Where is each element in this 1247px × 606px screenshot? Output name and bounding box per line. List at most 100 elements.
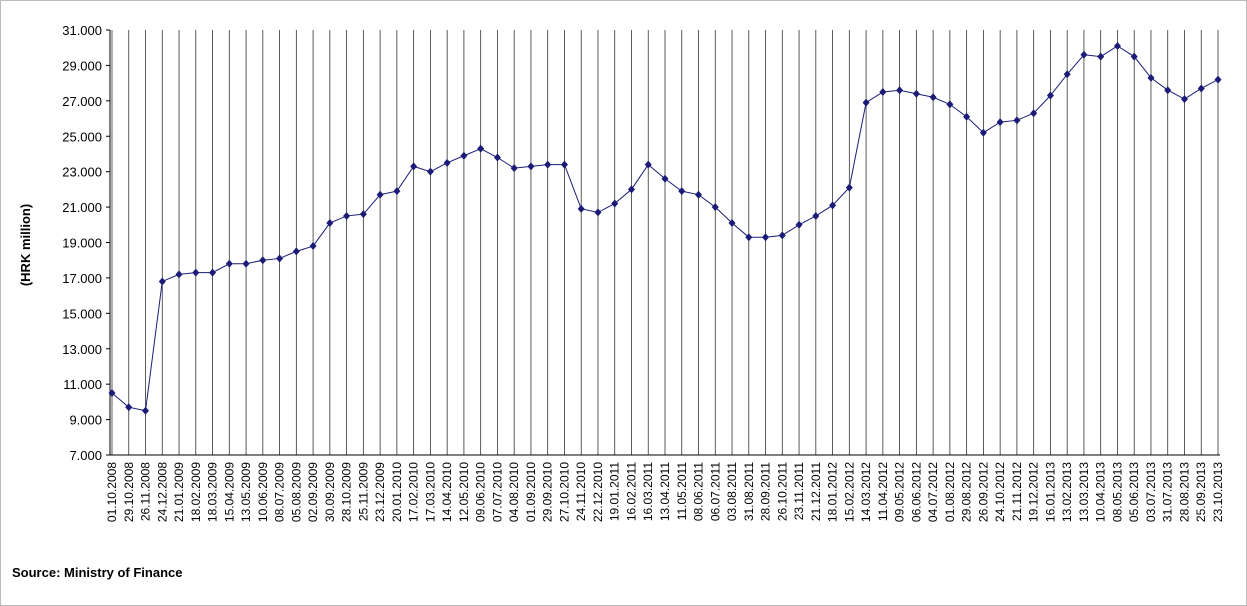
- data-point: [443, 158, 451, 167]
- data-point: [946, 100, 954, 109]
- x-tick-label: 23.12.2009: [373, 462, 387, 522]
- y-tick-label: 31.000: [62, 23, 102, 38]
- x-tick-label: 23.10.2013: [1211, 462, 1225, 522]
- data-point: [560, 160, 568, 169]
- x-tick-label: 03.08.2011: [725, 462, 739, 521]
- data-point: [661, 174, 669, 183]
- y-tick-label: 11.000: [63, 377, 102, 392]
- x-tick-label: 08.05.2013: [1110, 462, 1124, 522]
- y-tick-label: 17.000: [62, 271, 102, 286]
- data-point: [276, 254, 284, 263]
- x-tick-label: 07.07.2010: [490, 462, 504, 522]
- x-tick-label: 26.10.2011: [775, 462, 789, 521]
- data-point: [996, 118, 1004, 127]
- data-point: [493, 153, 501, 162]
- x-tick-label: 21.12.2011: [809, 462, 823, 521]
- data-point: [862, 98, 870, 107]
- data-point: [1030, 109, 1038, 118]
- x-tick-label: 02.09.2009: [306, 462, 320, 522]
- x-tick-label: 05.06.2013: [1127, 462, 1141, 522]
- data-point: [829, 201, 837, 210]
- data-point: [108, 389, 116, 398]
- x-tick-label: 13.04.2011: [658, 462, 672, 521]
- x-tick-label: 13.05.2009: [239, 462, 253, 522]
- source-note: Source: Ministry of Finance: [12, 565, 182, 580]
- data-point: [845, 183, 853, 192]
- x-tick-label: 29.08.2012: [960, 462, 974, 522]
- x-tick-label: 25.09.2013: [1194, 462, 1208, 522]
- data-point: [1164, 86, 1172, 95]
- x-tick-label: 03.07.2013: [1144, 462, 1158, 522]
- x-tick-label: 10.04.2013: [1094, 462, 1108, 522]
- data-point: [544, 160, 552, 169]
- data-point: [192, 268, 200, 277]
- x-tick-label: 04.08.2010: [507, 462, 521, 522]
- x-tick-label: 16.03.2011: [641, 462, 655, 521]
- data-point: [1147, 73, 1155, 82]
- data-point: [259, 256, 267, 265]
- data-point: [695, 190, 703, 199]
- x-tick-label: 13.02.2013: [1060, 462, 1074, 522]
- data-point: [979, 128, 987, 137]
- x-tick-label: 23.11.2011: [792, 462, 806, 521]
- data-point: [577, 204, 585, 213]
- data-point: [242, 259, 250, 268]
- y-tick-label: 27.000: [62, 94, 102, 109]
- data-point: [225, 259, 233, 268]
- x-tick-label: 30.09.2009: [323, 462, 337, 522]
- x-tick-label: 16.02.2011: [624, 462, 638, 521]
- data-point: [1097, 52, 1105, 61]
- data-point: [1130, 52, 1138, 61]
- x-tick-label: 09.05.2012: [893, 462, 907, 522]
- data-point: [125, 403, 133, 412]
- data-point: [1214, 75, 1222, 84]
- y-axis-label: (HRK million): [18, 204, 33, 286]
- x-tick-label: 24.10.2012: [993, 462, 1007, 522]
- x-tick-label: 18.01.2012: [826, 462, 840, 522]
- x-tick-label: 14.04.2010: [440, 462, 454, 522]
- data-point: [426, 167, 434, 176]
- data-point: [410, 162, 418, 171]
- y-tick-label: 7.000: [69, 448, 102, 463]
- x-tick-label: 01.09.2010: [524, 462, 538, 522]
- data-point: [376, 190, 384, 199]
- x-tick-label: 20.01.2010: [390, 462, 404, 522]
- x-tick-label: 08.06.2011: [692, 462, 706, 521]
- data-point: [292, 247, 300, 256]
- x-tick-label: 11.05.2011: [675, 462, 689, 521]
- x-tick-label: 01.10.2008: [105, 462, 119, 522]
- data-point: [359, 210, 367, 219]
- data-point: [460, 151, 468, 160]
- x-tick-label: 11.04.2012: [876, 462, 890, 521]
- data-point: [343, 211, 351, 220]
- x-tick-label: 12.05.2010: [457, 462, 471, 522]
- data-point: [158, 277, 166, 286]
- x-tick-label: 24.12.2008: [155, 462, 169, 522]
- data-point: [1063, 70, 1071, 79]
- x-tick-label: 26.09.2012: [976, 462, 990, 522]
- x-tick-label: 24.11.2010: [574, 462, 588, 521]
- data-point: [896, 86, 904, 95]
- x-tick-label: 29.09.2010: [541, 462, 555, 522]
- data-point: [745, 233, 753, 242]
- x-tick-label: 05.08.2009: [289, 462, 303, 522]
- data-point: [778, 231, 786, 240]
- data-point: [1080, 50, 1088, 59]
- x-tick-label: 06.07.2011: [708, 462, 722, 521]
- x-tick-label: 18.02.2009: [189, 462, 203, 522]
- y-tick-label: 13.000: [62, 342, 102, 357]
- data-point: [812, 211, 820, 220]
- x-tick-label: 17.02.2010: [407, 462, 421, 522]
- data-point: [594, 208, 602, 217]
- data-point: [627, 185, 635, 194]
- x-tick-label: 08.07.2009: [273, 462, 287, 522]
- x-tick-label: 21.11.2012: [1010, 462, 1024, 521]
- x-tick-label: 27.10.2010: [557, 462, 571, 522]
- x-tick-label: 19.01.2011: [608, 462, 622, 521]
- data-point: [1046, 91, 1054, 100]
- data-point: [678, 187, 686, 196]
- x-tick-label: 13.03.2013: [1077, 462, 1091, 522]
- x-tick-label: 29.10.2008: [122, 462, 136, 522]
